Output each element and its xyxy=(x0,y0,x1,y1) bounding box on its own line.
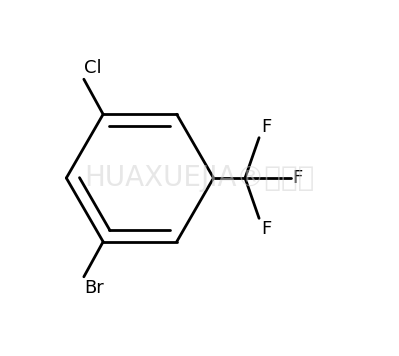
Text: F: F xyxy=(261,220,271,238)
Text: F: F xyxy=(292,169,302,187)
Text: F: F xyxy=(261,118,271,136)
Text: Cl: Cl xyxy=(84,59,101,78)
Text: HUAXUEJIA®化学加: HUAXUEJIA®化学加 xyxy=(84,164,315,192)
Text: Br: Br xyxy=(84,278,104,297)
